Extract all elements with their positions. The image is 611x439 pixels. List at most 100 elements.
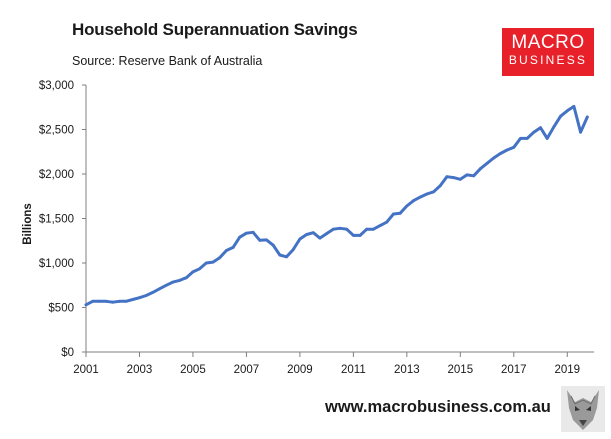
data-point (231, 246, 235, 249)
x-tick-label: 2003 (127, 364, 153, 376)
data-point (111, 300, 115, 304)
data-point (438, 184, 442, 188)
data-point (265, 238, 268, 242)
x-tick-label: 2005 (180, 364, 206, 376)
data-point (432, 190, 435, 194)
data-point (291, 248, 295, 252)
data-point (204, 261, 208, 265)
data-point (499, 152, 502, 155)
data-point (98, 299, 101, 303)
data-point (278, 253, 282, 257)
data-point (418, 195, 422, 199)
data-point (358, 234, 362, 237)
data-point (345, 227, 349, 231)
data-point (218, 256, 222, 260)
data-point (131, 298, 135, 301)
data-point (458, 177, 462, 181)
data-point (158, 287, 161, 291)
data-point (539, 126, 542, 130)
y-axis-label: Billions (22, 203, 34, 245)
data-point (198, 267, 202, 271)
data-point (251, 230, 255, 234)
data-point (572, 105, 576, 108)
x-tick-label: 2007 (234, 364, 260, 376)
data-point (579, 130, 582, 134)
data-point (331, 227, 335, 231)
footer-website-link[interactable]: www.macrobusiness.com.au (325, 398, 551, 416)
data-point (271, 243, 275, 247)
x-tick-label: 2019 (554, 364, 580, 376)
data-point (84, 303, 88, 307)
y-tick-label: $500 (48, 303, 74, 315)
data-point (452, 176, 455, 180)
x-tick-label: 2013 (394, 364, 420, 376)
chart-source: Source: Reserve Bank of Australia (72, 54, 263, 68)
data-point (338, 226, 342, 230)
y-tick-label: $3,000 (39, 80, 74, 92)
data-point (445, 175, 449, 179)
data-point (385, 220, 389, 224)
y-tick-label: $1,000 (39, 258, 74, 270)
data-point (365, 227, 369, 231)
y-tick-label: $1,500 (39, 214, 74, 226)
data-point (405, 204, 409, 208)
data-point (144, 294, 148, 297)
logo-line-business: BUSINESS (508, 53, 588, 67)
data-point (398, 211, 402, 215)
x-tick-label: 2011 (341, 364, 366, 376)
data-point (525, 137, 529, 140)
data-point (532, 130, 536, 134)
data-point (298, 237, 302, 241)
x-tick-label: 2009 (287, 364, 313, 376)
data-point (378, 224, 382, 228)
y-tick-label: $2,500 (39, 125, 74, 137)
x-tick-label: 2015 (448, 364, 474, 376)
chart-title: Household Superannuation Savings (72, 20, 358, 39)
y-tick-label: $0 (61, 347, 74, 359)
data-point (104, 299, 108, 303)
data-point (91, 299, 95, 303)
data-point (512, 145, 516, 149)
data-point (325, 232, 328, 236)
data-point (559, 114, 562, 118)
data-point (138, 296, 141, 300)
data-point (225, 249, 228, 252)
data-point (318, 236, 322, 240)
wolf-icon (561, 386, 605, 432)
data-point (151, 291, 155, 294)
macrobusiness-logo[interactable]: MACRO BUSINESS (502, 28, 594, 76)
data-point (258, 238, 262, 242)
data-point (352, 234, 355, 237)
data-point (211, 260, 215, 264)
data-point (519, 137, 522, 140)
data-point (238, 235, 242, 239)
series-line (84, 104, 589, 307)
data-point (465, 173, 469, 177)
data-point (118, 299, 121, 303)
data-point (585, 115, 589, 119)
data-point (372, 227, 375, 231)
data-point (191, 270, 195, 274)
data-point (164, 283, 168, 287)
data-point (425, 192, 429, 196)
data-point (479, 167, 482, 171)
data-point (124, 299, 128, 303)
data-point (305, 233, 308, 236)
x-tick-label: 2001 (73, 364, 99, 376)
data-point (412, 199, 415, 203)
data-point (392, 212, 395, 216)
data-point (552, 125, 556, 129)
data-point (311, 231, 315, 235)
x-tick-label: 2017 (501, 364, 527, 376)
logo-line-macro: MACRO (511, 32, 585, 53)
data-point (472, 174, 476, 178)
data-point (492, 156, 496, 160)
data-point (171, 280, 175, 284)
data-point (505, 148, 509, 152)
data-point (545, 137, 549, 140)
y-tick-label: $2,000 (39, 169, 74, 181)
data-point (565, 109, 569, 113)
data-point (285, 255, 288, 259)
data-point (245, 231, 248, 235)
